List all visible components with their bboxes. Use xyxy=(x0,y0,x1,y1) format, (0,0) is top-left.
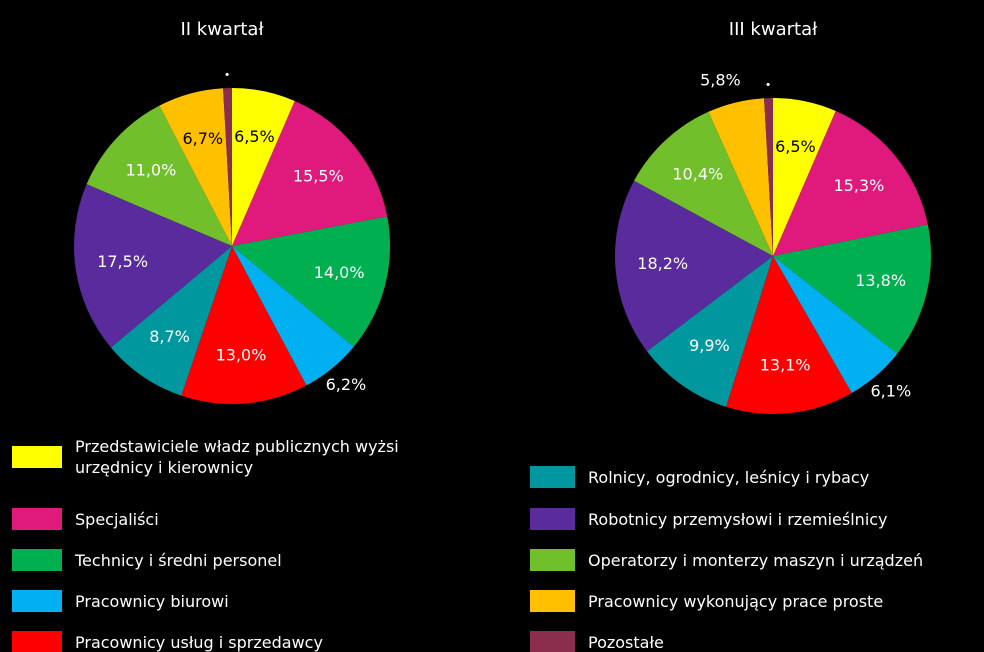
legend-label: Rolnicy, ogrodnicy, leśnicy i rybacy xyxy=(588,467,870,487)
legend-item: Specjaliści xyxy=(12,508,159,530)
legend-swatch xyxy=(12,508,62,530)
legend-swatch xyxy=(530,631,575,652)
legend-item: Pozostałe xyxy=(530,631,664,652)
legend-item: Pracownicy biurowi xyxy=(12,590,229,612)
legend-label: Pracownicy wykonujący prace proste xyxy=(588,591,884,611)
pie-slice xyxy=(634,111,773,256)
data-label: 8,7% xyxy=(149,327,190,346)
data-label: 6,1% xyxy=(871,382,912,401)
legend-item: Technicy i średni personel xyxy=(12,549,282,571)
pie-slice xyxy=(110,246,232,396)
chart-title: III kwartał xyxy=(729,19,818,40)
legend-item: Pracownicy usług i sprzedawcy xyxy=(12,631,323,652)
legend-item: Operatorzy i monterzy maszyn i urządzeń xyxy=(530,549,923,571)
legend-item: Pracownicy wykonujący prace proste xyxy=(530,590,883,612)
data-label: 13,8% xyxy=(855,271,906,290)
pie-slice xyxy=(232,246,354,386)
pie-slice xyxy=(708,98,773,256)
data-label: 6,5% xyxy=(775,137,816,156)
legend-label: Technicy i średni personel xyxy=(75,550,282,570)
data-label: 6,5% xyxy=(234,127,275,146)
pie-slice xyxy=(232,100,388,246)
legend-swatch xyxy=(12,446,62,468)
pie-slice xyxy=(773,110,928,256)
pie-slice xyxy=(773,224,931,354)
legend-swatch xyxy=(530,549,575,571)
pie-slice xyxy=(181,246,307,404)
data-label: 15,5% xyxy=(293,166,344,185)
pie-slice xyxy=(159,88,232,246)
legend-label: Specjaliści xyxy=(75,509,159,529)
legend-label: Pozostałe xyxy=(588,632,664,652)
legend-label: Operatorzy i monterzy maszyn i urządzeń xyxy=(588,550,924,570)
legend-swatch xyxy=(12,590,62,612)
legend-label: Pracownicy usług i sprzedawcy xyxy=(75,632,323,652)
data-label: 14,0% xyxy=(314,263,365,282)
pie-slice xyxy=(615,180,773,352)
legend-swatch xyxy=(12,631,62,652)
legend-item: Robotnicy przemysłowi i rzemieślnicy xyxy=(530,508,888,530)
legend-label: Przedstawiciele władz publicznych wyżsi … xyxy=(75,437,399,477)
pie-slice xyxy=(223,88,232,246)
pie-slice xyxy=(764,98,773,256)
data-label: 13,1% xyxy=(760,355,811,374)
legend-item: Przedstawiciele władz publicznych wyżsi … xyxy=(12,436,470,478)
legend-label: Robotnicy przemysłowi i rzemieślnicy xyxy=(588,509,888,529)
data-label: 13,0% xyxy=(216,346,267,365)
data-label: 9,9% xyxy=(689,336,730,355)
legend-swatch xyxy=(530,590,575,612)
pie-slice xyxy=(232,216,390,347)
data-label: 6,7% xyxy=(182,129,223,148)
data-label: 11,0% xyxy=(125,160,176,179)
legend-label: Pracownicy biurowi xyxy=(75,591,229,611)
legend-swatch xyxy=(530,466,575,488)
data-label: 6,2% xyxy=(326,375,367,394)
pie-slice xyxy=(646,256,773,407)
data-label: 18,2% xyxy=(637,254,688,273)
pie-slice xyxy=(773,256,898,393)
pie-slice xyxy=(232,88,295,246)
data-label: 17,5% xyxy=(97,252,148,271)
legend-item: Rolnicy, ogrodnicy, leśnicy i rybacy xyxy=(530,466,869,488)
pie-slice xyxy=(773,98,836,256)
chart-title: II kwartał xyxy=(180,19,264,40)
pie-slice xyxy=(74,184,232,348)
legend-swatch xyxy=(530,508,575,530)
data-label: 5,8% xyxy=(700,70,741,89)
data-label: 15,3% xyxy=(833,176,884,195)
data-label: • xyxy=(765,78,772,91)
pie-slice xyxy=(86,105,233,246)
legend-swatch xyxy=(12,549,62,571)
data-label: • xyxy=(224,68,231,81)
data-label: 10,4% xyxy=(672,164,723,183)
pie-slice xyxy=(726,256,852,414)
